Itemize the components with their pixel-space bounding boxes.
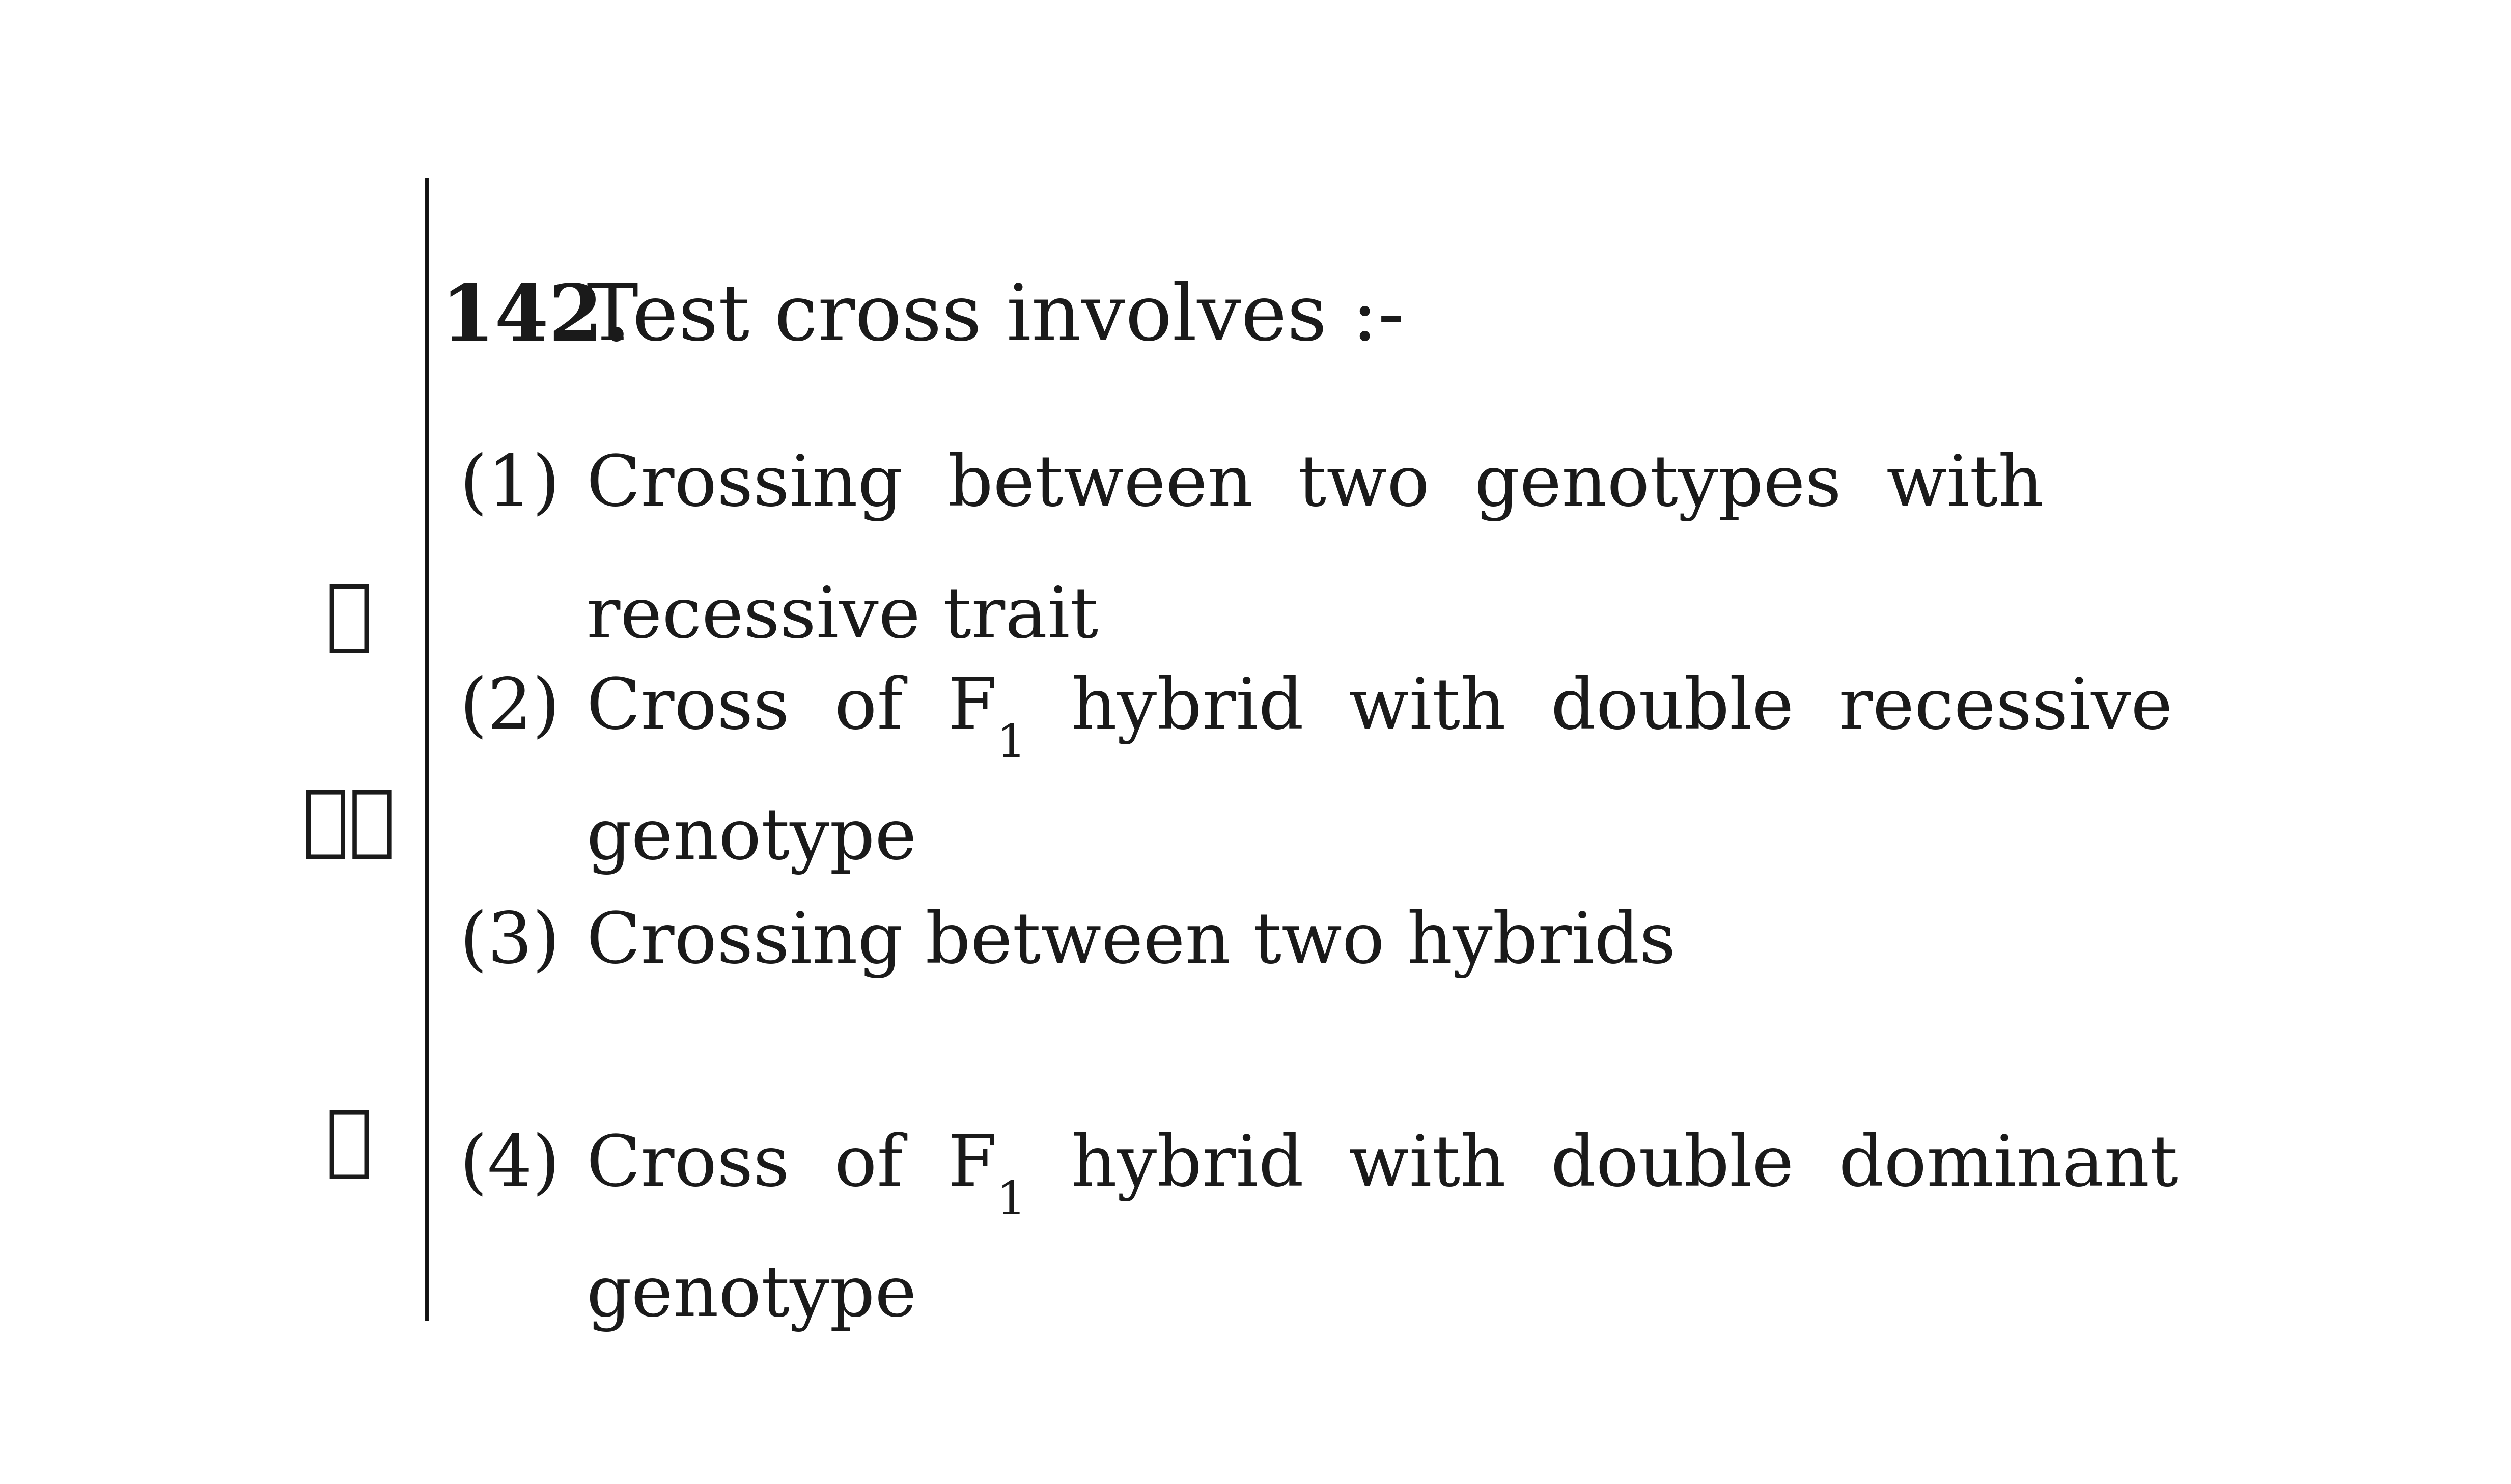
Text: (3): (3) — [460, 910, 560, 978]
Text: genotype: genotype — [588, 1264, 917, 1331]
Text: Crossing  between  two  genotypes  with: Crossing between two genotypes with — [588, 453, 2044, 521]
Text: (1): (1) — [460, 453, 560, 521]
Text: Cross  of  F: Cross of F — [588, 675, 997, 743]
Text: 1: 1 — [997, 723, 1027, 767]
Text: च: च — [326, 580, 372, 656]
Text: hybrid  with  double  recessive: hybrid with double recessive — [1027, 675, 2172, 745]
Text: (2): (2) — [460, 675, 560, 743]
Text: genotype: genotype — [588, 807, 917, 874]
Text: (4): (4) — [460, 1132, 560, 1201]
Text: recessive trait: recessive trait — [588, 583, 1097, 651]
Text: Crossing between two hybrids: Crossing between two hybrids — [588, 910, 1675, 978]
Text: 1: 1 — [997, 1180, 1027, 1224]
Text: ग: ग — [326, 1106, 372, 1181]
Text: Test cross involves :-: Test cross involves :- — [588, 280, 1404, 356]
Text: के: के — [301, 785, 397, 862]
Text: hybrid  with  double  dominant: hybrid with double dominant — [1027, 1132, 2177, 1202]
Text: Cross  of  F: Cross of F — [588, 1132, 997, 1201]
Text: 142.: 142. — [439, 280, 630, 356]
